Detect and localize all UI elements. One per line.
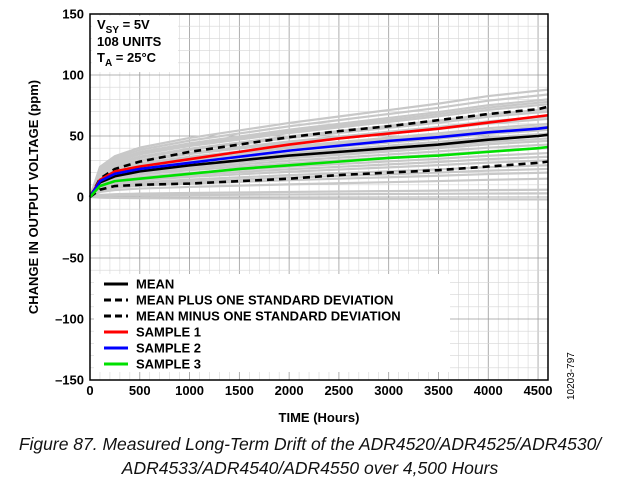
- series-line: [88, 113, 549, 198]
- x-tick-label: 3000: [374, 383, 403, 398]
- background-unit-curve: [89, 171, 549, 198]
- legend-label: MEAN PLUS ONE STANDARD DEVIATION: [136, 293, 393, 308]
- caption-line-1: Figure 87. Measured Long-Term Drift of t…: [18, 434, 602, 454]
- background-unit-curve: [89, 195, 549, 201]
- background-unit-curve: [89, 192, 549, 199]
- x-tick-label: 1000: [175, 383, 204, 398]
- condition-temperature: TA = 25°C: [97, 50, 157, 69]
- series-line: [89, 160, 549, 199]
- legend-label: SAMPLE 1: [136, 325, 201, 340]
- condition-supply-rest: = 5V: [119, 17, 150, 32]
- condition-temp-rest: = 25°C: [112, 50, 156, 65]
- series-line: [89, 145, 549, 198]
- legend-label: SAMPLE 3: [136, 357, 201, 372]
- tick-labels: 0 500 1000 1500 2000 2500 3000 3500 4000 4500–150…: [55, 7, 552, 399]
- legend-label: MEAN MINUS ONE STANDARD DEVIATION: [136, 309, 401, 324]
- x-tick-label: 2000: [275, 383, 304, 398]
- condition-supply-sub: SY: [106, 25, 120, 36]
- y-tick-label: –50: [62, 251, 84, 266]
- y-tick-label: 50: [70, 129, 84, 144]
- series-line: [88, 105, 549, 198]
- condition-supply-main: V: [97, 17, 106, 32]
- x-tick-label: 4000: [474, 383, 503, 398]
- condition-units: 108 UNITS: [97, 34, 162, 49]
- figure-caption: Figure 87. Measured Long-Term Drift of t…: [0, 432, 620, 480]
- y-axis-title: CHANGE IN OUTPUT VOLTAGE (ppm): [26, 80, 41, 314]
- legend-background: [94, 274, 450, 372]
- series-line: [88, 126, 549, 198]
- condition-supply: VSY = 5V: [97, 17, 150, 36]
- background-unit-curve: [88, 93, 549, 198]
- x-axis-title: TIME (Hours): [279, 410, 360, 425]
- drift-chart: 0 500 1000 1500 2000 2500 3000 3500 4000 4500–150…: [26, 7, 577, 426]
- x-tick-label: 2500: [324, 383, 353, 398]
- condition-temp-sub: A: [105, 58, 112, 69]
- background-unit-curve: [88, 110, 549, 198]
- x-tick-label: 500: [129, 383, 151, 398]
- background-unit-curve: [89, 125, 549, 198]
- figure-code: 10203-797: [566, 352, 577, 400]
- x-tick-label: 0: [86, 383, 93, 398]
- background-unit-curve: [88, 103, 549, 198]
- legend-label: SAMPLE 2: [136, 341, 201, 356]
- series-lines: [88, 105, 549, 199]
- conditions-box: VSY = 5V 108 UNITS TA = 25°C: [92, 16, 178, 72]
- y-tick-label: 0: [77, 190, 84, 205]
- x-tick-label: 1500: [225, 383, 254, 398]
- background-unit-curve: [88, 88, 549, 198]
- background-unit-curve: [89, 188, 549, 199]
- y-tick-label: 150: [62, 7, 84, 22]
- series-line: [88, 133, 549, 198]
- background-unit-curve: [89, 177, 549, 198]
- y-tick-label: –150: [55, 373, 84, 388]
- caption-line-2: ADR4533/ADR4540/ADR4550 over 4,500 Hours: [121, 458, 499, 478]
- background-unit-curve: [89, 159, 549, 198]
- x-tick-label: 4500: [524, 383, 553, 398]
- legend-label: MEAN: [136, 277, 174, 292]
- y-tick-label: –100: [55, 312, 84, 327]
- plot-frame: [89, 13, 549, 381]
- conditions-background: [92, 16, 178, 72]
- condition-temp-main: T: [97, 50, 105, 65]
- y-tick-label: 100: [62, 68, 84, 83]
- x-tick-label: 3500: [424, 383, 453, 398]
